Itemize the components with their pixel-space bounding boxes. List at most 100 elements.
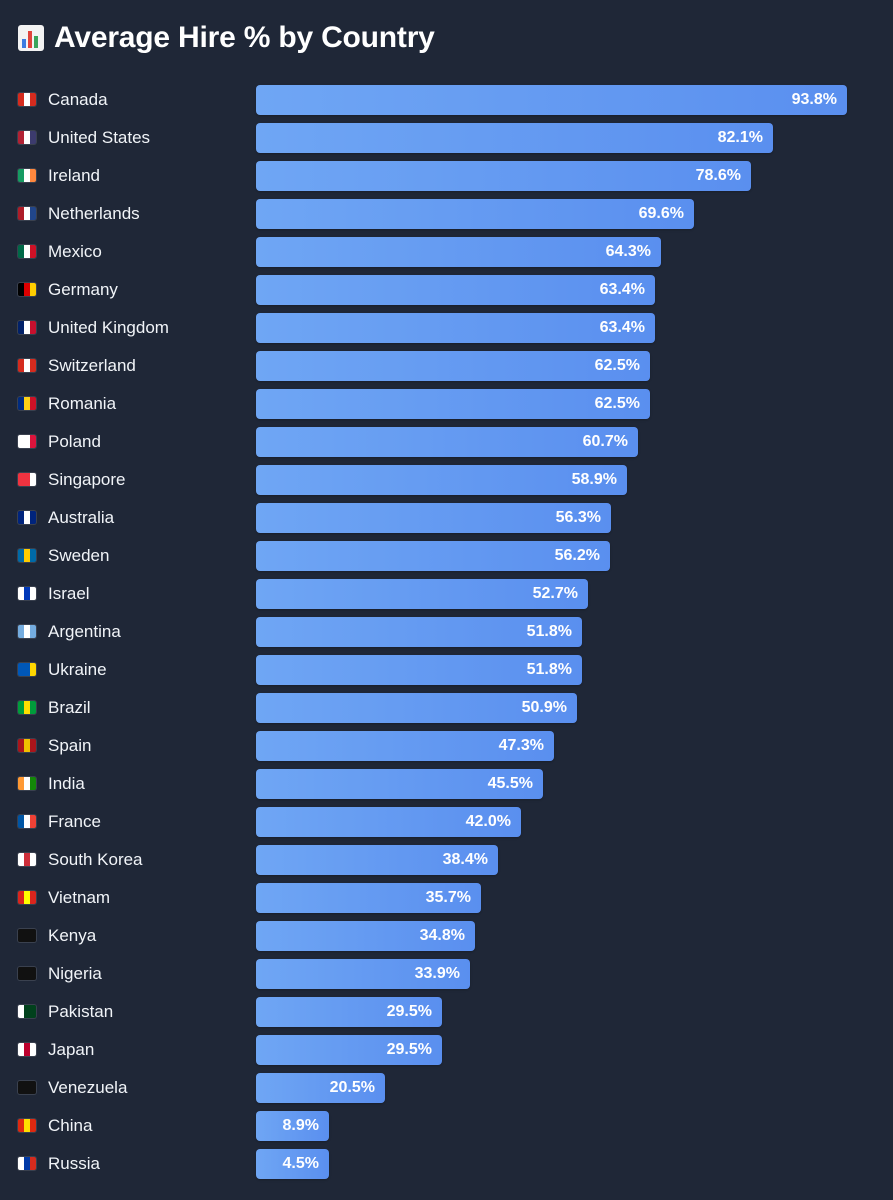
bar-row: Canada 93.8% [0,85,893,115]
bar-row: Ukraine 51.8% [0,655,893,685]
bar-row: Singapore 58.9% [0,465,893,495]
country-label: Sweden [48,546,110,565]
bar-row: France 42.0% [0,807,893,837]
bar-value-label: 69.6% [638,205,684,222]
bar-value-label: 51.8% [526,661,572,678]
bar [256,997,442,1027]
united-states-flag-icon [18,131,36,144]
country-label: India [48,774,85,793]
country-label: South Korea [48,850,143,869]
country-label: Switzerland [48,356,136,375]
india-flag-icon [18,777,36,790]
country-label: Venezuela [48,1078,128,1097]
bar-value-label: 56.3% [555,509,601,526]
israel-flag-icon [18,587,36,600]
united-kingdom-flag-icon [18,321,36,334]
bar-row: Brazil 50.9% [0,693,893,723]
bar [256,1035,442,1065]
bar-row: United States 82.1% [0,123,893,153]
bar-row: Sweden 56.2% [0,541,893,571]
bar [256,161,751,191]
bar-value-label: 63.4% [599,281,645,298]
country-label: Netherlands [48,204,140,223]
bar [256,427,638,457]
chart-header: Average Hire % by Country [18,18,435,58]
germany-flag-icon [18,283,36,296]
bar [256,503,611,533]
bar-row: Ireland 78.6% [0,161,893,191]
country-label: Canada [48,90,108,109]
bar-row: Argentina 51.8% [0,617,893,647]
argentina-flag-icon [18,625,36,638]
country-label: Poland [48,432,101,451]
country-label: United States [48,128,151,147]
bar-row: Japan 29.5% [0,1035,893,1065]
bar-value-label: 29.5% [386,1003,432,1020]
bar [256,199,694,229]
bar [256,579,588,609]
bar-value-label: 33.9% [414,965,460,982]
country-label: Pakistan [48,1002,114,1021]
singapore-flag-icon [18,473,36,486]
bar-value-label: 93.8% [791,91,837,108]
kenya-flag-icon [18,929,36,942]
bar [256,807,521,837]
bar-row: Switzerland 62.5% [0,351,893,381]
bar-row: Poland 60.7% [0,427,893,457]
country-label: Ukraine [48,660,107,679]
bar-value-label: 56.2% [554,547,600,564]
bar-value-label: 47.3% [498,737,544,754]
spain-flag-icon [18,739,36,752]
bar [256,313,655,343]
bar-value-label: 20.5% [329,1079,375,1096]
poland-flag-icon [18,435,36,448]
bar-value-label: 38.4% [442,851,488,868]
country-label: Nigeria [48,964,102,983]
bar [256,655,582,685]
bar [256,731,554,761]
bar-value-label: 52.7% [532,585,578,602]
nigeria-flag-icon [18,967,36,980]
pakistan-flag-icon [18,1005,36,1018]
bar-value-label: 35.7% [425,889,471,906]
bar-row: China 8.9% [0,1111,893,1141]
brazil-flag-icon [18,701,36,714]
bar-row: Mexico 64.3% [0,237,893,267]
bar-row: Nigeria 33.9% [0,959,893,989]
bar-row: South Korea 38.4% [0,845,893,875]
ukraine-flag-icon [18,663,36,676]
romania-flag-icon [18,397,36,410]
bar-row: Germany 63.4% [0,275,893,305]
country-label: Mexico [48,242,102,261]
bar [256,237,661,267]
bar-value-label: 82.1% [717,129,763,146]
australia-flag-icon [18,511,36,524]
bar [256,275,655,305]
country-label: Australia [48,508,115,527]
country-label: France [48,812,101,831]
bar-value-label: 64.3% [605,243,651,260]
bar-row: United Kingdom 63.4% [0,313,893,343]
bar [256,883,481,913]
country-label: Japan [48,1040,95,1059]
bar [256,541,610,571]
bar-row: Vietnam 35.7% [0,883,893,913]
country-label: Argentina [48,622,121,641]
bar-value-label: 29.5% [386,1041,432,1058]
bar-row: India 45.5% [0,769,893,799]
bar [256,1111,329,1141]
bar-row: Australia 56.3% [0,503,893,533]
bar [256,123,773,153]
bar-value-label: 34.8% [419,927,465,944]
country-label: United Kingdom [48,318,169,337]
bar-value-label: 4.5% [282,1155,319,1172]
bar-value-label: 78.6% [695,167,741,184]
sweden-flag-icon [18,549,36,562]
country-label: Singapore [48,470,126,489]
bar [256,693,577,723]
bar-row: Kenya 34.8% [0,921,893,951]
canada-flag-icon [18,93,36,106]
bar [256,85,847,115]
bar [256,351,650,381]
bar-row: Pakistan 29.5% [0,997,893,1027]
